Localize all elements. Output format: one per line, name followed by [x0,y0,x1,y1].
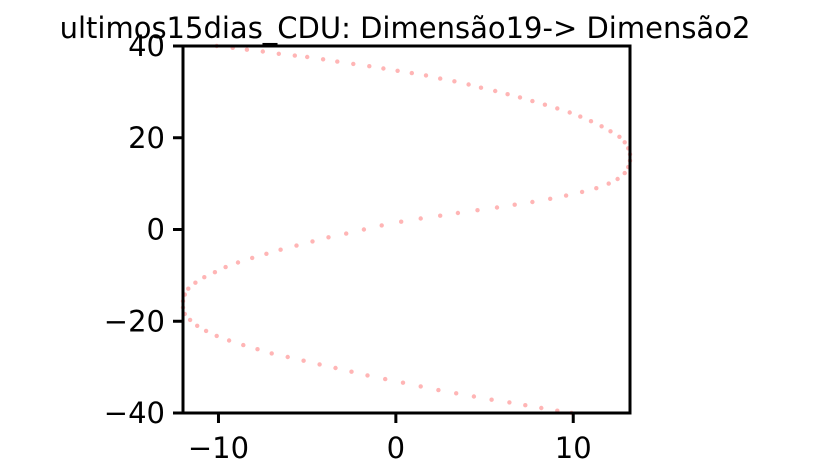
data-point [452,79,457,84]
data-point [608,129,613,134]
y-tick-label: −40 [104,396,165,430]
data-point [361,227,367,232]
data-point [310,239,315,244]
data-point [260,49,265,54]
data-point [617,134,622,139]
data-point [436,387,441,393]
y-tick-label: 40 [128,29,165,63]
y-axis: −40 −20 0 20 40 [104,29,183,430]
data-point [202,275,207,280]
data-point [367,63,372,69]
data-point [278,247,283,252]
data-point [193,280,198,285]
data-point [475,208,480,213]
data-point [395,68,400,74]
y-tick-label: 0 [147,213,165,247]
data-point [489,397,494,402]
data-point [344,231,349,236]
data-point [399,219,404,224]
data-point [599,124,604,129]
data-point [438,76,443,81]
data-point [365,373,370,378]
data-point [186,286,191,291]
data-point [594,186,599,191]
data-point [493,88,498,94]
data-point [567,110,572,115]
x-tick-label: 0 [387,431,405,465]
data-point [269,351,274,356]
data-point [351,61,356,67]
data-point [335,59,340,64]
data-point [409,70,414,76]
data-point [379,223,384,228]
data-point [223,264,228,270]
data-point [523,403,528,408]
data-point [317,362,322,367]
data-point [244,47,250,52]
data-point [588,119,594,124]
data-point [622,140,627,145]
data-point [438,213,443,218]
data-point [563,193,569,198]
data-point [578,114,583,119]
data-point [301,358,306,363]
data-point [606,181,611,186]
data-point [250,255,255,261]
data-point [381,66,386,71]
data-point [478,85,484,90]
data-point [383,376,388,382]
data-point [320,57,326,62]
data-point [530,98,535,104]
data-point [505,92,510,97]
data-point [542,102,548,107]
data-point [203,328,209,334]
data-point [622,170,627,176]
data-point [579,189,585,195]
data-point [285,354,290,360]
data-point [292,53,297,58]
data-point [400,380,406,385]
x-axis: −10 0 10 [188,413,592,465]
points-layer [180,43,633,416]
data-point [471,394,477,399]
data-point [555,106,560,111]
data-point [264,251,269,256]
data-point [418,216,423,221]
data-point [517,95,523,100]
data-point [454,391,459,396]
data-point [418,384,423,389]
data-point [548,196,553,201]
data-point [333,365,338,371]
data-point [512,202,517,207]
data-point [305,54,310,60]
y-tick-label: 20 [128,121,165,155]
data-point [349,369,354,374]
data-point [241,342,246,348]
data-point [539,405,544,411]
data-point [195,323,200,328]
data-point [235,260,241,265]
x-tick-label: 10 [555,431,592,465]
data-point [507,400,512,405]
chart-title: ultimos15dias_CDU: Dimensão19-> Dimensão… [60,11,751,45]
data-point [226,338,232,343]
data-point [423,73,429,78]
data-point [530,199,535,205]
plot-frame [181,44,632,415]
y-tick-label: −20 [104,304,165,338]
data-point [294,243,299,248]
data-point [466,82,471,87]
data-point [615,176,620,182]
data-point [326,235,331,240]
data-point [255,347,260,352]
data-point [455,210,461,216]
data-point [187,317,193,323]
data-point [212,270,218,275]
data-point [276,51,281,56]
x-tick-label: −10 [188,431,249,465]
data-point [214,333,219,339]
data-point [494,205,500,210]
